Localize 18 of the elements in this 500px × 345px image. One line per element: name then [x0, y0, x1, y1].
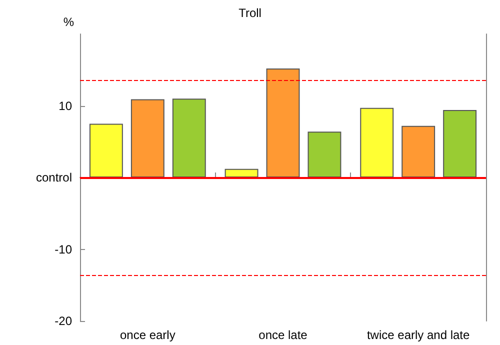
bar — [224, 168, 258, 178]
y-tick-label: 10 — [58, 98, 72, 113]
bar — [308, 132, 342, 178]
bar — [89, 124, 123, 178]
x-tick-label: once early — [120, 328, 176, 342]
y-axis-title: % — [63, 15, 74, 29]
y-tick-label: -10 — [54, 242, 72, 256]
x-tick-label: once late — [258, 328, 308, 342]
bar — [172, 98, 206, 178]
bar — [402, 126, 436, 178]
y-tick-label: -20 — [54, 314, 72, 328]
bar — [266, 68, 300, 178]
bar — [360, 108, 394, 178]
bar — [443, 110, 477, 178]
chart-title: Troll — [238, 6, 262, 20]
bar — [130, 99, 164, 178]
x-tick-label: twice early and late — [366, 328, 470, 342]
y-tick-label: control — [36, 170, 72, 184]
